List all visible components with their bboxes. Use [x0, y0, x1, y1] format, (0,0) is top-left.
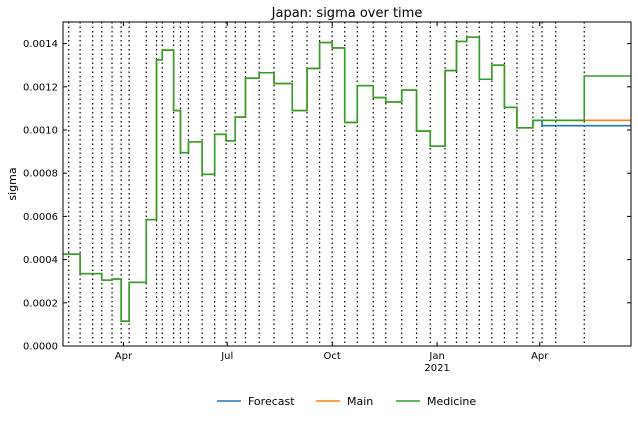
y-tick-label: 0.0004 [23, 255, 58, 266]
x-tick-label: Jul [220, 351, 233, 362]
legend-label: Medicine [427, 395, 476, 408]
series-layer [63, 36, 631, 322]
y-tick-label: 0.0002 [23, 298, 58, 309]
legend: Forecast Main Medicine [217, 395, 476, 408]
x-tick-label: Apr [531, 351, 549, 362]
y-tick-label: 0.0008 [23, 169, 58, 180]
legend-label: Forecast [248, 395, 295, 408]
axes-layer: 0.0000 0.0002 0.0004 0.0006 0.0008 0.0010 0.00… [23, 21, 632, 374]
x-tick-label: Jan [428, 351, 444, 362]
legend-label: Main [347, 395, 373, 408]
y-axis-label: sigma [6, 167, 19, 200]
chart-title: Japan: sigma over time [271, 6, 423, 21]
x-tick-sublabel: 2021 [424, 363, 449, 374]
plot-frame [62, 21, 632, 347]
y-tick-label: 0.0012 [23, 82, 58, 93]
y-tick-label: 0.0010 [23, 126, 58, 137]
y-tick-label: 0.0014 [23, 39, 58, 50]
y-tick-label: 0.0000 [23, 342, 58, 353]
x-tick-label: Oct [324, 351, 341, 362]
series-line-medicine [63, 36, 631, 322]
y-tick-label: 0.0006 [23, 212, 58, 223]
x-tick-label: Apr [115, 351, 133, 362]
